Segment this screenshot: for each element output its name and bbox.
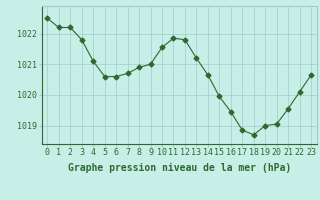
X-axis label: Graphe pression niveau de la mer (hPa): Graphe pression niveau de la mer (hPa) (68, 163, 291, 173)
